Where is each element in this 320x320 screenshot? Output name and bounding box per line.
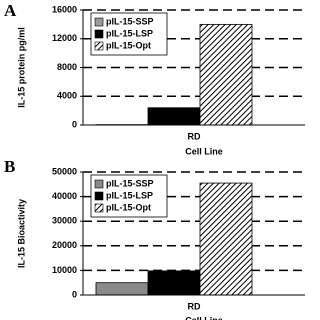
legend-label: pIL-15-LSP	[106, 190, 153, 200]
legend-swatch	[94, 41, 104, 51]
x-tick-label: RD	[188, 131, 201, 141]
y-tick-label: 12000	[52, 33, 77, 43]
legend-label: pIL-15-Opt	[106, 202, 151, 212]
legend-swatch	[94, 29, 104, 39]
y-tick-label: 40000	[52, 191, 77, 201]
bar	[147, 107, 201, 126]
legend	[90, 174, 168, 218]
x-axis-label: Cell Line	[185, 146, 223, 156]
y-tick-label: 8000	[57, 62, 77, 72]
y-axis-label: IL-15 Bioactivity	[16, 199, 26, 268]
bar	[147, 270, 201, 296]
legend-swatch	[94, 203, 104, 213]
y-axis-label: IL-15 protein pg/ml	[16, 27, 26, 108]
legend-label: pIL-15-SSP	[106, 16, 154, 26]
y-tick-label: 4000	[57, 91, 77, 101]
y-tick-label: 0	[72, 119, 77, 129]
y-tick-label: 50000	[52, 166, 77, 176]
y-tick-label: 0	[72, 289, 77, 299]
bar	[95, 282, 149, 296]
bar	[199, 182, 253, 296]
legend-label: pIL-15-LSP	[106, 28, 153, 38]
y-tick-label: 10000	[52, 265, 77, 275]
x-axis-label: Cell Line	[185, 315, 223, 320]
legend-label: pIL-15-SSP	[106, 178, 154, 188]
panel-label: B	[4, 157, 15, 176]
bar	[199, 23, 253, 126]
legend-swatch	[94, 179, 104, 189]
legend-swatch	[94, 17, 104, 27]
legend-swatch	[94, 191, 104, 201]
y-tick-label: 16000	[52, 4, 77, 14]
y-tick-label: 30000	[52, 216, 77, 226]
x-tick-label: RD	[188, 301, 201, 311]
legend-label: pIL-15-Opt	[106, 40, 151, 50]
y-tick-label: 20000	[52, 240, 77, 250]
panel-label: A	[4, 1, 17, 20]
legend	[90, 12, 168, 56]
